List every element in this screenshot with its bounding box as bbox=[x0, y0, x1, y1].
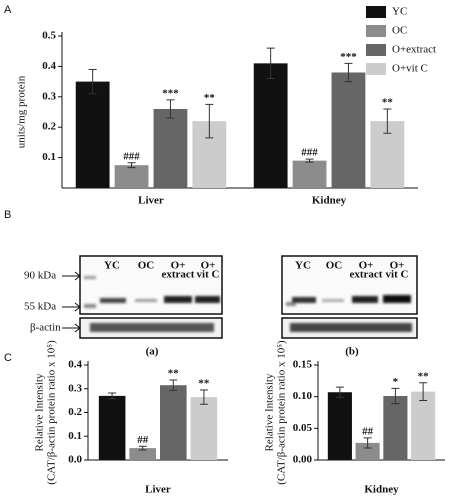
y-tick-label: 0.2 bbox=[42, 121, 56, 133]
y-tick-label: 0.1 bbox=[42, 151, 56, 163]
error-bar bbox=[88, 68, 97, 95]
significance-label: ## bbox=[137, 434, 149, 446]
loading-label: β-actin bbox=[30, 322, 61, 334]
significance-label: * bbox=[393, 376, 399, 388]
lane-label: O+ bbox=[171, 260, 186, 272]
bar bbox=[411, 391, 436, 460]
bar bbox=[159, 385, 187, 460]
legend-swatch bbox=[366, 6, 386, 18]
bar bbox=[383, 396, 408, 460]
y-axis-label: units/mg protein bbox=[16, 75, 28, 148]
legend-label: O+extract bbox=[392, 44, 436, 56]
significance-label: ** bbox=[382, 96, 394, 108]
legend-label: YC bbox=[392, 6, 407, 18]
y-tick-label: 0.05 bbox=[293, 422, 313, 434]
legend-swatch bbox=[366, 63, 386, 75]
lane-label: O+ bbox=[359, 260, 374, 272]
significance-label: ## bbox=[362, 425, 374, 437]
x-tick-label: Kidney bbox=[312, 195, 347, 207]
error-bar bbox=[383, 108, 392, 134]
bar bbox=[153, 108, 188, 188]
y-tick-label: 0.1 bbox=[68, 430, 82, 442]
significance-label: ### bbox=[301, 147, 318, 159]
y-tick-label: 0.15 bbox=[293, 359, 313, 371]
bar bbox=[129, 448, 157, 460]
blot-frame bbox=[281, 255, 418, 315]
significance-label: ** bbox=[418, 370, 430, 382]
y-axis-label: (CAT/β-actin protein ratio x 10⁵) bbox=[276, 340, 288, 485]
blot-caption: (a) bbox=[146, 346, 159, 358]
blot-caption: (b) bbox=[345, 346, 359, 358]
y-tick-label: 0.3 bbox=[68, 382, 82, 394]
legend-label: O+vit C bbox=[392, 63, 428, 75]
marker-label: 55 kDa bbox=[24, 301, 56, 313]
y-axis-label: (CAT/β-actin protein ratio x 10⁵) bbox=[46, 340, 58, 485]
significance-label: *** bbox=[162, 87, 179, 99]
bar bbox=[98, 395, 126, 460]
legend-swatch bbox=[366, 44, 386, 56]
lane-label: OC bbox=[138, 260, 155, 272]
error-bar bbox=[391, 387, 400, 405]
y-tick-label: 0.00 bbox=[293, 454, 313, 466]
y-tick-label: 0.4 bbox=[68, 359, 82, 371]
significance-label: ** bbox=[204, 92, 216, 104]
significance-label: *** bbox=[340, 51, 357, 63]
lane-label: YC bbox=[295, 260, 311, 272]
y-axis-label: Relative Intensity bbox=[34, 373, 46, 451]
bar bbox=[327, 392, 352, 460]
error-bar bbox=[344, 62, 353, 83]
lane-label: extract bbox=[162, 269, 195, 281]
bar bbox=[331, 72, 366, 188]
y-tick-label: 0.10 bbox=[293, 390, 313, 402]
bar bbox=[355, 442, 380, 460]
error-bar bbox=[127, 162, 136, 169]
lane-label: vit C bbox=[386, 269, 409, 281]
lane-label: YC bbox=[104, 260, 120, 272]
marker-label: 90 kDa bbox=[24, 270, 56, 282]
panel-label: A bbox=[4, 4, 12, 16]
error-bar bbox=[419, 382, 428, 401]
error-bar bbox=[166, 99, 175, 119]
y-tick-label: 0.5 bbox=[42, 30, 56, 42]
legend-swatch bbox=[366, 25, 386, 37]
significance-label: ** bbox=[198, 377, 210, 389]
y-tick-label: 0.4 bbox=[42, 60, 56, 72]
lane-label: extract bbox=[350, 269, 383, 281]
blot-bands bbox=[84, 276, 412, 332]
significance-label: ** bbox=[168, 367, 180, 379]
error-bar bbox=[169, 379, 178, 391]
significance-label: ### bbox=[123, 150, 140, 162]
panel-label: B bbox=[4, 209, 11, 221]
lane-label: OC bbox=[326, 260, 343, 272]
error-bar bbox=[266, 47, 275, 80]
y-tick-label: 0.2 bbox=[68, 406, 82, 418]
lane-label: vit C bbox=[197, 269, 220, 281]
bar bbox=[190, 397, 218, 460]
error-bar bbox=[305, 158, 314, 163]
error-bar bbox=[363, 437, 372, 449]
bar bbox=[253, 63, 288, 188]
blot-frame bbox=[79, 255, 223, 315]
error-bar bbox=[335, 386, 344, 398]
error-bar bbox=[108, 392, 117, 400]
y-tick-label: 0.3 bbox=[42, 90, 56, 102]
error-bar bbox=[138, 445, 147, 451]
legend-label: OC bbox=[392, 25, 407, 37]
bar bbox=[75, 81, 110, 188]
error-bar bbox=[205, 103, 214, 139]
x-tick-label: Kidney bbox=[364, 484, 399, 496]
bar bbox=[114, 165, 149, 188]
error-bar bbox=[199, 389, 208, 405]
marker-arrow bbox=[62, 271, 81, 333]
lane-label: O+ bbox=[390, 260, 405, 272]
lane-label: O+ bbox=[201, 260, 216, 272]
y-axis-label: Relative Intensity bbox=[264, 373, 276, 451]
bar bbox=[292, 160, 327, 188]
y-tick-label: 0.0 bbox=[68, 454, 82, 466]
x-tick-label: Liver bbox=[145, 484, 171, 496]
panel-label: C bbox=[4, 352, 12, 364]
x-tick-label: Liver bbox=[138, 195, 164, 207]
